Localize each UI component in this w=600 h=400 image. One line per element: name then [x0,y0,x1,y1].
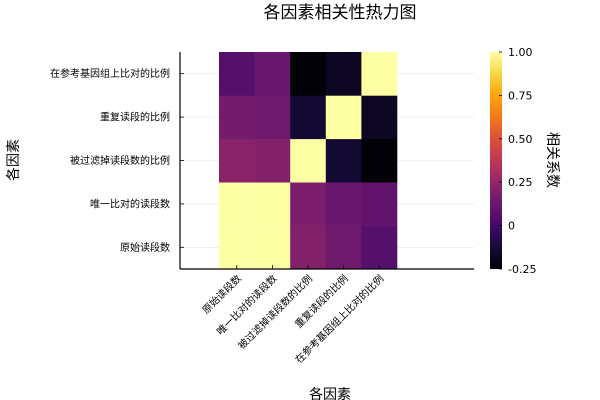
heatmap-cell [325,138,362,183]
heatmap-cell [361,182,398,226]
heatmap-cell [254,52,291,96]
colorbar-tick-label: 0 [508,220,515,233]
heatmap-cell [361,95,398,140]
colorbar-ticks: -0.25 0 0.25 0.50 0.75 1.00 [499,46,536,276]
heatmap-cell [254,182,291,226]
colorbar-tick-label: 0.50 [508,133,533,146]
heatmap-cell [219,225,255,270]
heatmap-cell [290,52,327,96]
x-tick-labels: 原始读段数唯一比对的读段数被过滤掉读段数的比例重复读段的比例在参考基因组上比对的… [199,265,386,366]
heatmap-cell [325,225,362,270]
y-tick-labels: 原始读段数 唯一比对的读段数 被过滤掉读段数的比例 重复读段的比例 在参考基因组上比对的… [50,67,184,254]
colorbar-tick-label: 0.75 [508,89,533,102]
heatmap-cell [290,95,327,140]
x-tick-label: 唯一比对的读段数 [214,272,280,338]
heatmap-cell [325,95,362,140]
heatmap-cell [254,138,291,183]
heatmap-cell [325,52,362,96]
heatmap-cell [290,182,327,226]
y-tick-label: 在参考基因组上比对的比例 [50,67,170,80]
heatmap-cell [290,225,327,270]
heatmap-cell [325,182,362,226]
heatmap-cell [254,95,291,140]
y-axis-label: 各因素 [6,139,22,181]
colorbar-label: 相关系数 [544,132,560,188]
colorbar-tick-label: 0.25 [508,176,533,189]
y-tick-label: 被过滤掉读段数的比例 [70,154,170,167]
y-tick-label: 重复读段的比例 [100,111,170,124]
heatmap-cell [219,182,255,226]
x-axis-label: 各因素 [309,387,351,400]
colorbar-tick-label: 1.00 [508,46,533,59]
heatmap-cell [361,52,398,96]
heatmap-cell [219,138,255,183]
colorbar-tick-label: -0.25 [508,263,536,276]
chart-title: 各因素相关性热力图 [264,3,417,23]
heatmap-cell [290,138,327,183]
y-tick-label: 原始读段数 [120,241,170,254]
y-tick-label: 唯一比对的读段数 [90,197,170,210]
heatmap-cell [254,225,291,270]
heatmap-cells [219,52,398,270]
colorbar [490,52,502,269]
heatmap-cell [219,52,255,96]
heatmap-cell [361,138,398,183]
heatmap-cell [219,95,255,140]
heatmap-cell [361,225,398,270]
